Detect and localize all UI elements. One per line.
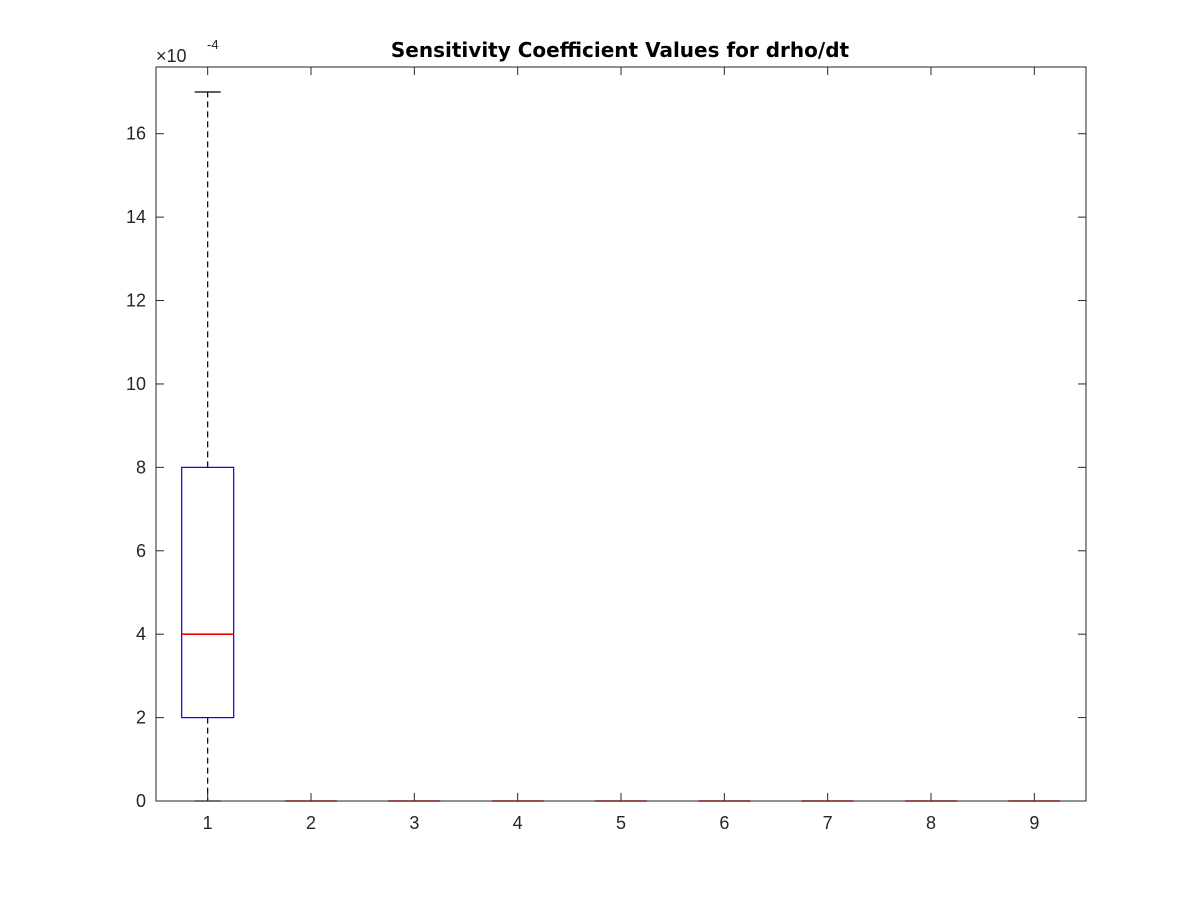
y-axis-exponent-power: -4 [207,37,219,52]
box-body-1 [181,466,235,719]
x-tick-label: 3 [409,813,419,833]
y-tick-label: 0 [136,791,146,811]
y-axis-tick-labels: 0 2 4 6 8 10 12 14 16 [126,124,146,811]
plot-area [181,91,1061,802]
x-tick-label: 4 [513,813,523,833]
x-tick-label: 7 [823,813,833,833]
y-axis-exponent-base: ×10 [156,46,187,66]
y-tick-label: 14 [126,207,146,227]
y-tick-label: 16 [126,124,146,144]
x-tick-label: 6 [719,813,729,833]
y-tick-label: 4 [136,624,146,644]
x-tick-label: 8 [926,813,936,833]
chart-title: Sensitivity Coefficient Values for drho/… [391,38,850,62]
y-tick-label: 10 [126,374,146,394]
x-tick-label: 9 [1029,813,1039,833]
box-1 [181,91,235,802]
x-tick-label: 1 [203,813,213,833]
x-tick-label: 2 [306,813,316,833]
y-tick-label: 8 [136,457,146,477]
y-tick-label: 6 [136,541,146,561]
x-tick-label: 5 [616,813,626,833]
axes-frame [155,66,1087,802]
y-tick-label: 12 [126,291,146,311]
x-axis-tick-labels: 1 2 3 4 5 6 7 8 9 [203,813,1040,833]
y-axis-exponent-label: ×10 -4 [156,37,219,66]
y-tick-label: 2 [136,708,146,728]
axis-ticks [156,67,1086,802]
